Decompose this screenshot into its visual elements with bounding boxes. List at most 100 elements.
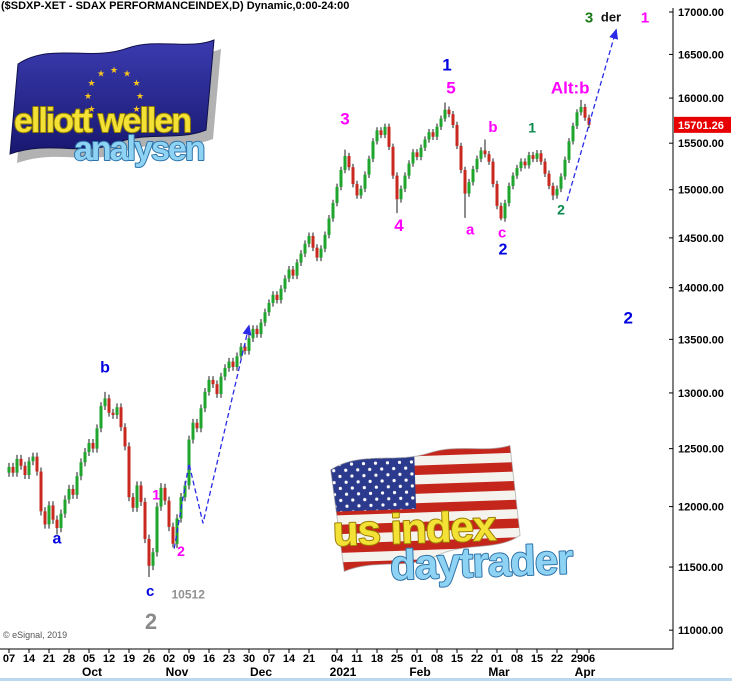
eu-star-icon: ★	[87, 78, 95, 88]
bottom-edge-strip	[0, 678, 732, 681]
candle-body	[67, 488, 71, 500]
candle-body	[575, 112, 579, 126]
x-axis-label: 07	[263, 653, 275, 665]
candle-body	[103, 398, 107, 407]
x-axis-month-label: Oct	[82, 665, 102, 679]
candle-body	[19, 458, 23, 466]
candle-body	[43, 511, 47, 525]
us-logo-line1: us index	[332, 502, 498, 555]
candle-body	[403, 175, 407, 189]
candle-body	[423, 139, 427, 148]
eu-star-icon: ★	[87, 104, 95, 114]
date-axis[interactable]: 07 14 21 28 05 12 19 26 02 09 16 23 30 07 14 21 04 11 18 25…	[3, 649, 596, 679]
elliott-projection-arrow	[173, 324, 252, 549]
candle-body	[355, 184, 359, 196]
candle-body	[311, 235, 315, 248]
eu-flag	[9, 39, 215, 155]
wave-label: 5	[446, 78, 455, 97]
candle-body	[439, 118, 443, 127]
price-axis[interactable]: 17000.00 16500.00 16000.00 15500.00 15000.00…	[669, 7, 731, 637]
candle-body	[267, 302, 271, 313]
candle-body	[203, 391, 207, 409]
candle-body	[587, 117, 591, 125]
candle-body	[111, 412, 115, 415]
candle-body	[227, 361, 231, 369]
wave-label: c	[498, 224, 506, 241]
x-axis-month-label: 2021	[330, 665, 357, 679]
candle-body	[319, 248, 323, 258]
candle-body	[119, 407, 123, 428]
wave-label: 10512	[172, 588, 206, 602]
candle-body	[147, 538, 151, 566]
candle-body	[523, 161, 527, 166]
candle-body	[303, 243, 307, 254]
candle-body	[155, 506, 159, 553]
y-axis-label: 14500.00	[678, 233, 724, 245]
candle-body	[551, 185, 555, 196]
last-price-box	[674, 116, 731, 133]
candle-body	[555, 188, 559, 196]
candle-body	[47, 505, 51, 525]
y-axis-label: 15500.00	[678, 138, 724, 150]
candle-body	[407, 163, 411, 176]
candle-body	[235, 356, 239, 367]
candle-body	[359, 188, 363, 196]
x-axis-label: 11	[351, 653, 363, 665]
eu-star-icon: ★	[123, 68, 131, 78]
candle-body	[343, 156, 347, 170]
candle-body	[143, 501, 147, 539]
us-flag-outline	[330, 444, 521, 573]
candle-body	[55, 519, 59, 529]
candle-body	[383, 126, 387, 135]
candle-body	[195, 422, 199, 429]
candle-body	[127, 446, 131, 498]
candle-body	[163, 487, 167, 501]
candle-body	[91, 442, 95, 449]
candle-body	[23, 465, 27, 475]
x-axis-label: 05	[83, 653, 95, 665]
candle-body	[483, 150, 487, 155]
candle-body	[51, 505, 55, 520]
x-axis-label: 06	[583, 653, 595, 665]
candle-body	[219, 376, 223, 395]
wave-label: 2	[177, 543, 185, 559]
y-axis-label: 12500.00	[678, 444, 724, 456]
eu-star-icon: ★	[123, 114, 131, 124]
x-axis-label: 26	[143, 653, 155, 665]
candle-body	[159, 487, 163, 507]
y-axis-label: 11500.00	[678, 562, 723, 574]
candle-body	[475, 158, 479, 170]
candle-body	[347, 156, 351, 168]
x-axis-label: 21	[303, 653, 315, 665]
candle-body	[87, 442, 91, 453]
candle-body	[223, 368, 227, 377]
wave-label: a	[53, 530, 62, 547]
x-axis-month-label: Dec	[250, 665, 272, 679]
x-axis-label: 22	[551, 653, 563, 665]
candle-body	[323, 234, 327, 249]
wave-label: b	[488, 119, 497, 136]
candle-body	[243, 346, 247, 351]
candle-body	[391, 146, 395, 176]
x-axis-label: 30	[243, 653, 255, 665]
candle-body	[7, 466, 11, 473]
candle-body	[295, 262, 299, 276]
x-axis-label: 08	[511, 653, 523, 665]
x-axis-label: 22	[471, 653, 483, 665]
wave-label: b	[100, 360, 110, 377]
candle-body	[375, 130, 379, 142]
projection-arrows	[173, 28, 619, 549]
candle-body	[15, 458, 19, 473]
chart-title: ($SDXP-XET - SDAX PERFORMANCEINDEX,D) Dy…	[1, 0, 350, 12]
candle-body	[495, 184, 499, 206]
x-axis-label: 15	[531, 653, 543, 665]
elliott-wellen-analysen-logo: ★ ★★★★★★★★★★★ elliott wellen analysen	[9, 39, 221, 169]
candle-body	[307, 235, 311, 244]
candle-body	[379, 130, 383, 135]
y-axis-label: 16000.00	[678, 93, 724, 105]
x-axis-label: 09	[183, 653, 195, 665]
candle-body	[447, 109, 451, 115]
eu-logo-line2: analysen	[74, 130, 204, 168]
x-axis-label: 18	[371, 653, 383, 665]
